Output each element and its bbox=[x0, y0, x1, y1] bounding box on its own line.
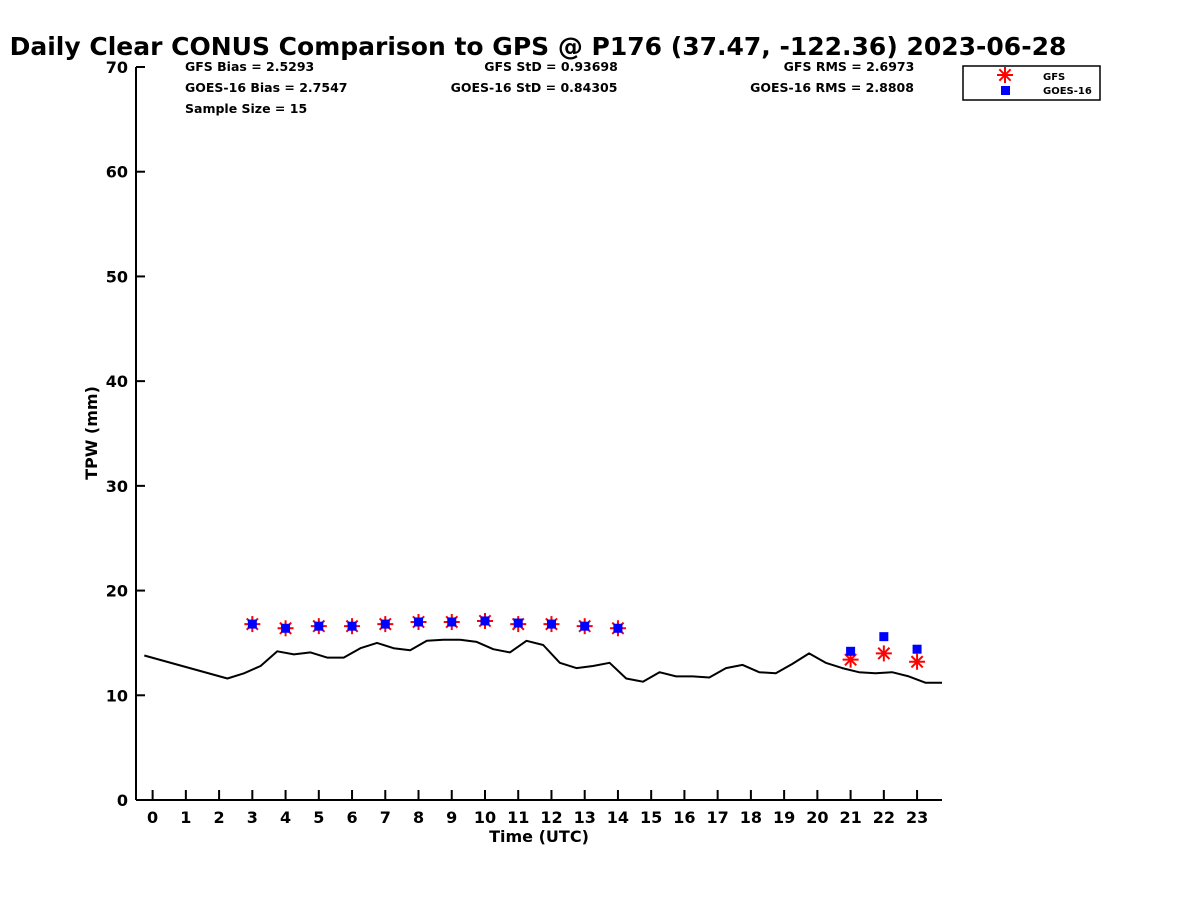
x-tick-label: 14 bbox=[607, 808, 629, 827]
x-tick-label: 21 bbox=[839, 808, 861, 827]
x-tick-label: 5 bbox=[313, 808, 324, 827]
gfs-rms-stat: GFS RMS = 2.6973 bbox=[784, 59, 915, 74]
gfs-point-stroke bbox=[877, 647, 891, 660]
gfs-std-stat: GFS StD = 0.93698 bbox=[484, 59, 618, 74]
x-tick-label: 17 bbox=[707, 808, 729, 827]
legend-goes-marker bbox=[1001, 86, 1010, 95]
x-tick-label: 3 bbox=[247, 808, 258, 827]
gfs-point bbox=[875, 645, 892, 662]
gfs-point-stroke bbox=[910, 655, 924, 669]
legend-gfs-star-stroke bbox=[998, 68, 1012, 82]
x-tick-label: 2 bbox=[214, 808, 225, 827]
goes-point bbox=[912, 644, 922, 654]
goes-point bbox=[513, 618, 523, 628]
y-tick-label: 60 bbox=[106, 163, 128, 182]
y-tick-label: 40 bbox=[106, 372, 128, 391]
goes-std-stat: GOES-16 StD = 0.84305 bbox=[451, 80, 618, 95]
x-tick-label: 11 bbox=[507, 808, 529, 827]
goes-point bbox=[414, 617, 424, 627]
y-axis-label: TPW (mm) bbox=[82, 386, 101, 480]
legend-box bbox=[962, 65, 1101, 101]
legend-gfs-marker bbox=[997, 67, 1013, 83]
legend-gfs-star bbox=[997, 67, 1013, 83]
gfs-point bbox=[909, 653, 926, 670]
x-tick-label: 15 bbox=[640, 808, 662, 827]
goes-point bbox=[281, 623, 291, 633]
y-tick-label: 20 bbox=[106, 582, 128, 601]
x-tick-label: 12 bbox=[540, 808, 562, 827]
x-tick-label: 9 bbox=[446, 808, 457, 827]
y-tick-label: 30 bbox=[106, 477, 128, 496]
legend-goes-label: GOES-16 bbox=[1043, 86, 1092, 97]
x-tick-label: 6 bbox=[346, 808, 357, 827]
sample-size-stat: Sample Size = 15 bbox=[185, 101, 307, 116]
goes-bias-stat: GOES-16 Bias = 2.7547 bbox=[185, 80, 347, 95]
goes-point bbox=[314, 621, 324, 631]
goes-point bbox=[580, 621, 590, 631]
goes-point bbox=[879, 632, 889, 642]
y-tick-label: 70 bbox=[106, 58, 128, 77]
gfs-bias-stat: GFS Bias = 2.5293 bbox=[185, 59, 314, 74]
goes-point bbox=[447, 617, 457, 627]
x-tick-label: 8 bbox=[413, 808, 424, 827]
x-tick-label: 19 bbox=[773, 808, 795, 827]
goes-point bbox=[613, 623, 623, 633]
y-tick-label: 0 bbox=[117, 791, 128, 810]
y-tick-label: 50 bbox=[106, 267, 128, 286]
gfs-point-stroke bbox=[844, 653, 857, 667]
x-tick-label: 23 bbox=[906, 808, 928, 827]
goes-rms-stat: GOES-16 RMS = 2.8808 bbox=[750, 80, 914, 95]
x-axis-label: Time (UTC) bbox=[489, 827, 589, 846]
x-tick-label: 18 bbox=[740, 808, 762, 827]
x-tick-label: 0 bbox=[147, 808, 158, 827]
goes-point bbox=[247, 619, 257, 629]
x-tick-label: 4 bbox=[280, 808, 291, 827]
goes-point bbox=[380, 619, 390, 629]
gps-reference-line bbox=[144, 638, 942, 684]
legend: GFS GOES-16 bbox=[962, 65, 1101, 101]
goes-point bbox=[546, 619, 556, 629]
goes-point bbox=[347, 621, 357, 631]
goes-point bbox=[480, 616, 490, 626]
legend-gfs-label: GFS bbox=[1043, 72, 1065, 83]
x-tick-label: 16 bbox=[673, 808, 695, 827]
goes-point bbox=[846, 646, 856, 656]
x-tick-label: 7 bbox=[380, 808, 391, 827]
x-tick-label: 22 bbox=[873, 808, 895, 827]
chart-title: Daily Clear CONUS Comparison to GPS @ P1… bbox=[10, 32, 1067, 61]
x-tick-label: 20 bbox=[806, 808, 828, 827]
x-tick-label: 10 bbox=[474, 808, 496, 827]
x-tick-label: 13 bbox=[574, 808, 596, 827]
x-tick-label: 1 bbox=[180, 808, 191, 827]
y-tick-label: 10 bbox=[106, 686, 128, 705]
